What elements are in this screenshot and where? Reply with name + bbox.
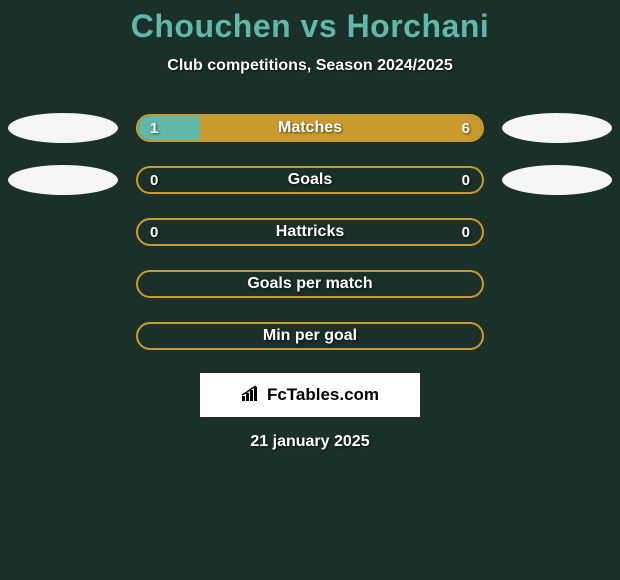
stat-value-left: 1 [150, 120, 158, 137]
stat-row: 0 Hattricks 0 [0, 217, 620, 247]
stat-bar: 1 Matches 6 [136, 114, 484, 142]
stat-row: 0 Goals 0 [0, 165, 620, 195]
stat-bar: 0 Goals 0 [136, 166, 484, 194]
stat-bar: Min per goal [136, 322, 484, 350]
main-container: Chouchen vs Horchani Club competitions, … [0, 0, 620, 451]
stat-value-left: 0 [150, 172, 158, 189]
logo-content: FcTables.com [241, 384, 379, 407]
page-subtitle: Club competitions, Season 2024/2025 [0, 57, 620, 75]
stat-bar: Goals per match [136, 270, 484, 298]
stat-bar-fill-left [138, 116, 200, 140]
stat-label: Goals per match [247, 275, 372, 293]
stat-row: 1 Matches 6 [0, 113, 620, 143]
stat-value-left: 0 [150, 224, 158, 241]
stat-value-right: 6 [462, 120, 470, 137]
page-title: Chouchen vs Horchani [0, 8, 620, 45]
stat-label: Min per goal [263, 327, 357, 345]
chart-icon [241, 384, 261, 407]
logo-box[interactable]: FcTables.com [200, 373, 420, 417]
stat-row: Min per goal [0, 321, 620, 351]
stat-label: Hattricks [276, 223, 344, 241]
stat-label: Goals [288, 171, 332, 189]
player-logo-right[interactable] [502, 113, 612, 143]
date-text: 21 january 2025 [0, 433, 620, 451]
stat-value-right: 0 [462, 172, 470, 189]
stat-bar: 0 Hattricks 0 [136, 218, 484, 246]
stat-label: Matches [278, 119, 342, 137]
stats-area: 1 Matches 6 0 Goals 0 0 Hattricks 0 Goals per mat… [0, 113, 620, 351]
player-logo-left[interactable] [8, 113, 118, 143]
player-logo-left[interactable] [8, 165, 118, 195]
player-logo-right[interactable] [502, 165, 612, 195]
logo-text: FcTables.com [267, 385, 379, 405]
stat-row: Goals per match [0, 269, 620, 299]
stat-value-right: 0 [462, 224, 470, 241]
